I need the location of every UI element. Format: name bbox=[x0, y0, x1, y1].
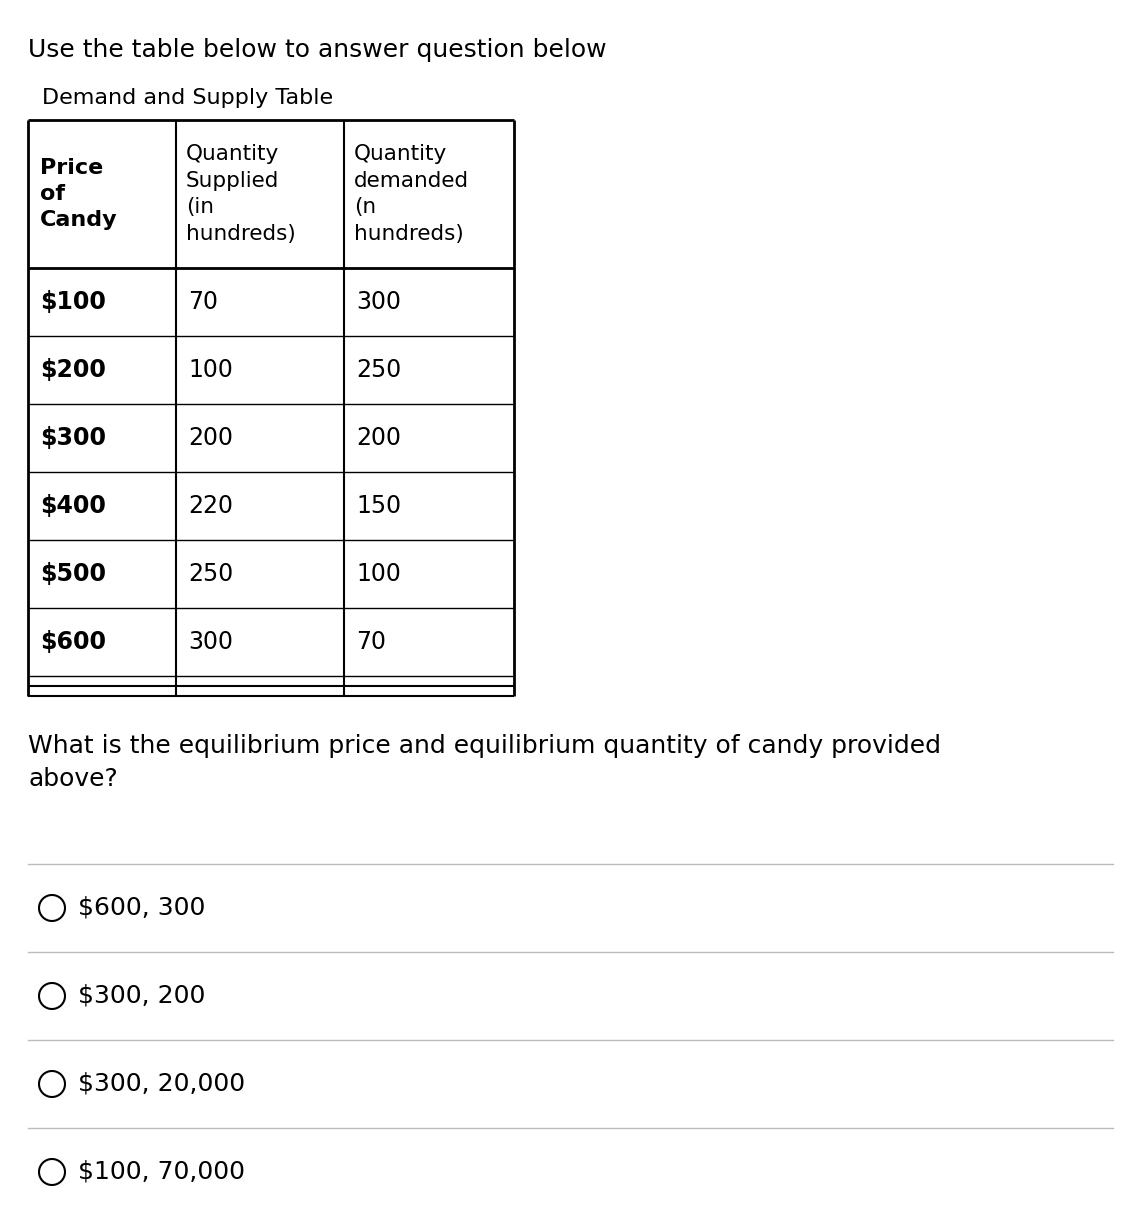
Text: 300: 300 bbox=[356, 290, 400, 313]
Text: What is the equilibrium price and equilibrium quantity of candy provided
above?: What is the equilibrium price and equili… bbox=[29, 734, 941, 791]
Text: 150: 150 bbox=[356, 495, 402, 518]
Text: 250: 250 bbox=[188, 563, 233, 586]
Text: Price
of
Candy: Price of Candy bbox=[40, 158, 118, 231]
Text: $100, 70,000: $100, 70,000 bbox=[78, 1160, 245, 1183]
Text: 70: 70 bbox=[188, 290, 218, 313]
Text: 200: 200 bbox=[356, 426, 400, 450]
Text: $300, 200: $300, 200 bbox=[78, 984, 205, 1008]
Text: Use the table below to answer question below: Use the table below to answer question b… bbox=[29, 38, 607, 62]
Text: $200: $200 bbox=[40, 358, 106, 382]
Text: 300: 300 bbox=[188, 631, 233, 654]
Text: Quantity
Supplied
(in
hundreds): Quantity Supplied (in hundreds) bbox=[186, 145, 296, 243]
Text: $400: $400 bbox=[40, 495, 106, 518]
Text: 100: 100 bbox=[188, 358, 233, 382]
Text: $100: $100 bbox=[40, 290, 106, 313]
Text: $600, 300: $600, 300 bbox=[78, 895, 205, 920]
Text: $500: $500 bbox=[40, 563, 106, 586]
Text: Quantity
demanded
(n
hundreds): Quantity demanded (n hundreds) bbox=[354, 145, 469, 243]
Text: 220: 220 bbox=[188, 495, 233, 518]
Text: 250: 250 bbox=[356, 358, 402, 382]
Text: $300, 20,000: $300, 20,000 bbox=[78, 1072, 245, 1096]
Text: 200: 200 bbox=[188, 426, 233, 450]
Text: $600: $600 bbox=[40, 631, 106, 654]
Text: 70: 70 bbox=[356, 631, 386, 654]
Text: $300: $300 bbox=[40, 426, 106, 450]
Text: Demand and Supply Table: Demand and Supply Table bbox=[42, 87, 333, 108]
Text: 100: 100 bbox=[356, 563, 400, 586]
